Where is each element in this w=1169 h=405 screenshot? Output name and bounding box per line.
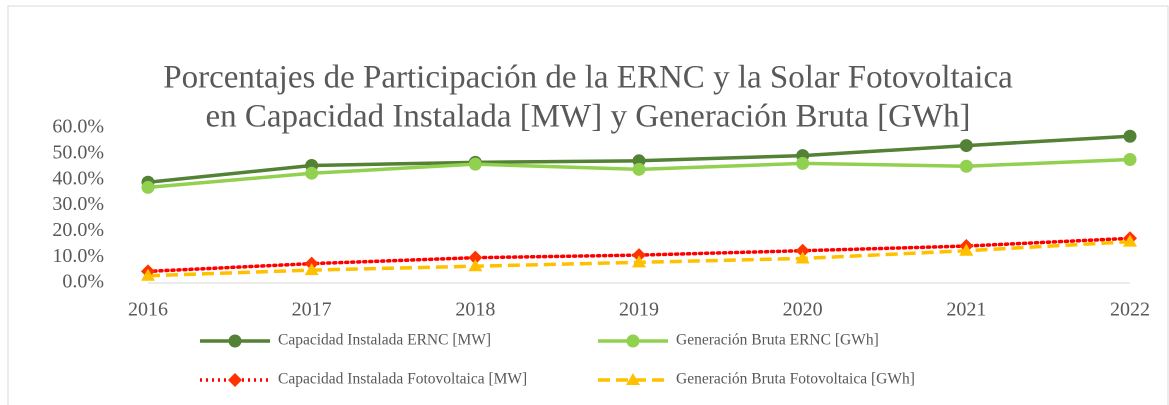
data-point [468, 259, 483, 272]
x-tick-label: 2020 [783, 299, 823, 321]
legend-marker [626, 373, 640, 385]
legend-label: Capacidad Instalada Fotovoltaica [MW] [278, 371, 527, 388]
data-point [1123, 153, 1137, 167]
data-point [468, 250, 483, 265]
legend-label: Generación Bruta Fotovoltaica [GWh] [676, 371, 915, 388]
data-point [959, 243, 974, 256]
data-point [468, 157, 482, 171]
x-tick-label: 2022 [1110, 299, 1150, 321]
legend-label: Capacidad Instalada ERNC [MW] [278, 332, 491, 349]
data-point [959, 159, 973, 173]
y-tick-label: 60.0% [52, 116, 104, 138]
data-point [304, 263, 319, 276]
x-tick-label: 2021 [946, 299, 986, 321]
data-point [795, 243, 810, 258]
legend-label: Generación Bruta ERNC [GWh] [676, 332, 879, 349]
y-tick-label: 10.0% [52, 245, 104, 267]
x-tick-label: 2017 [292, 299, 332, 321]
y-tick-label: 30.0% [52, 193, 104, 215]
legend-marker [228, 373, 242, 387]
x-tick-label: 2016 [128, 299, 168, 321]
data-point [632, 248, 646, 263]
chart-title: en Capacidad Instalada [MW] y Generación… [205, 99, 970, 135]
data-point [632, 255, 646, 268]
data-point [1123, 234, 1137, 247]
legend-marker [228, 334, 242, 348]
data-point [796, 156, 810, 170]
data-point [141, 180, 155, 194]
data-point [959, 139, 973, 153]
y-tick-label: 20.0% [52, 219, 104, 241]
y-tick-label: 40.0% [52, 167, 104, 189]
data-point [305, 166, 319, 180]
x-tick-label: 2018 [455, 299, 495, 321]
y-tick-label: 50.0% [52, 141, 104, 163]
legend-marker [626, 334, 640, 348]
y-tick-label: 0.0% [62, 271, 104, 293]
x-tick-label: 2019 [619, 299, 659, 321]
chart-title: Porcentajes de Participación de la ERNC … [163, 60, 1013, 96]
data-point [141, 268, 155, 281]
chart-border [7, 5, 1169, 405]
data-point [632, 162, 646, 176]
data-point [795, 251, 810, 264]
data-point [1123, 129, 1137, 143]
